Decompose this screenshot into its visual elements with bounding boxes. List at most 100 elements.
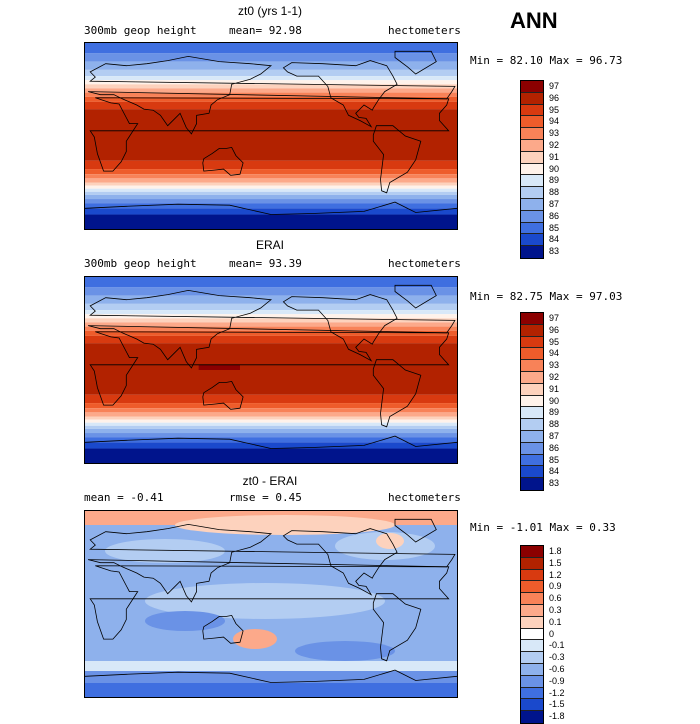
panel-3-colorbar-swatch [521, 687, 543, 700]
contour-band [85, 394, 457, 404]
coastline [89, 97, 450, 172]
panel-1-colorbar-swatch [521, 175, 543, 188]
contour-band [85, 330, 457, 336]
panel-1-colorbar-swatch [521, 92, 543, 105]
coastline [202, 614, 244, 644]
coastline [282, 528, 398, 596]
panel-1-colorbar-swatch [521, 116, 543, 129]
panel-2-colorbar-tick-label: 94 [549, 348, 560, 359]
contour-region [145, 583, 385, 619]
contour-band [85, 208, 457, 215]
contour-region [85, 683, 457, 697]
coastline [372, 359, 422, 428]
panel-3-minmax: Min = -1.01 Max = 0.33 [470, 521, 616, 534]
panel-2-colorbar-tick-label: 85 [549, 454, 560, 465]
coastline [372, 593, 422, 662]
panel-1-colorbar-tick-label: 91 [549, 151, 560, 162]
panel-1-colorbar-swatch [521, 246, 543, 258]
panel-1-colorbar-tick-label: 86 [549, 210, 560, 221]
coastline [202, 380, 244, 410]
panel-2-colorbar-tick-label: 88 [549, 419, 560, 430]
panel-1-colorbar-swatch [521, 187, 543, 199]
panel-1-map-svg [85, 43, 457, 229]
contour-band [85, 178, 457, 183]
contour-band [85, 343, 457, 395]
coastline [85, 201, 457, 215]
season-label: ANN [510, 8, 558, 33]
contour-band [85, 76, 457, 81]
coastline [85, 435, 457, 449]
contour-band [85, 287, 457, 296]
contour-band [85, 448, 457, 463]
panel-2-colorbar-tick-label: 86 [549, 442, 560, 453]
contour-band [85, 182, 457, 186]
contour-region [175, 515, 395, 535]
panel-2-colorbar-tick-label: 84 [549, 466, 560, 477]
panel-2-colorbar-swatch [521, 360, 543, 372]
panel-2-colorbar-swatch [521, 419, 543, 431]
contour-band [85, 442, 457, 449]
contour-band [85, 169, 457, 175]
panel-2-colorbar-tick-label: 90 [549, 395, 560, 406]
contour-band [85, 303, 457, 311]
contour-band [85, 43, 457, 54]
panel-1-mean: mean= 92.98 [229, 24, 302, 37]
panel-1-colorbar-swatch [521, 234, 543, 247]
panel-2-units: hectometers [388, 257, 461, 270]
contour-band [85, 422, 457, 426]
contour-band [85, 326, 457, 331]
coastline [89, 565, 450, 640]
contour-band [85, 203, 457, 209]
panel-2-colorbar-tick-label: 89 [549, 407, 560, 418]
panel-3-colorbar-swatch [521, 711, 543, 723]
panel-2-left-label: 300mb geop height [84, 257, 197, 270]
contour-band [85, 416, 457, 420]
panel-3-colorbar-swatch [521, 616, 543, 629]
contour-band [85, 101, 457, 110]
panel-1-title: zt0 (yrs 1-1) [237, 4, 303, 18]
contour-band [85, 425, 457, 429]
panel-1-colorbar-swatch [521, 222, 543, 235]
panel-3-colorbar-swatch [521, 557, 543, 570]
panel-3-colorbar-tick-label: 0.9 [549, 581, 562, 592]
panel-2-colorbar-swatch [521, 466, 543, 479]
coastline [202, 146, 244, 176]
panel-3-colorbar-tick-label: -1.5 [549, 699, 565, 710]
panel-3-title: zt0 - ERAI [242, 474, 298, 488]
panel-2-colorbar-swatch [521, 348, 543, 361]
panel-3-colorbar-tick-label: 1.2 [549, 569, 562, 580]
contour-region [376, 533, 404, 549]
panel-1-colorbar-tick-label: 95 [549, 104, 560, 115]
panel-3-colorbar-tick-label: 0.3 [549, 604, 562, 615]
panel-3-colorbar-tick-label: -1.2 [549, 687, 565, 698]
contour-region [233, 629, 277, 649]
contour-band [85, 335, 457, 344]
panel-1-map [84, 42, 458, 230]
contour-band [85, 277, 457, 288]
panel-1-units: hectometers [388, 24, 461, 37]
panel-2-colorbar-tick-label: 96 [549, 324, 560, 335]
panel-1-colorbar-swatch [521, 81, 543, 93]
panel-1-colorbar-swatch [521, 151, 543, 164]
contour-band [85, 84, 457, 89]
panel-3-colorbar-tick-label: 0.1 [549, 616, 562, 627]
contour-band [85, 318, 457, 323]
panel-2-colorbar-tick-label: 92 [549, 371, 560, 382]
panel-3-colorbar-tick-label: 1.8 [549, 546, 562, 556]
panel-1-colorbar-swatch [521, 139, 543, 152]
panel-3-colorbar-swatch [521, 593, 543, 605]
coastline [89, 331, 450, 406]
panel-1-colorbar-swatch [521, 198, 543, 211]
panel-1-colorbar-tick-label: 89 [549, 175, 560, 186]
panel-1-colorbar-tick-label: 83 [549, 246, 560, 257]
panel-2-colorbar-swatch [521, 454, 543, 467]
panel-3-map-svg [85, 511, 457, 697]
panel-2-colorbar-swatch [521, 407, 543, 420]
panel-1-colorbar-swatch [521, 163, 543, 176]
contour-band [85, 92, 457, 97]
panel-2-colorbar-tick-label: 91 [549, 383, 560, 394]
panel-2-colorbar-tick-label: 93 [549, 360, 560, 371]
panel-2-map-svg [85, 277, 457, 463]
panel-2-colorbar-swatch [521, 336, 543, 349]
panel-1-colorbar-tick-label: 93 [549, 128, 560, 139]
